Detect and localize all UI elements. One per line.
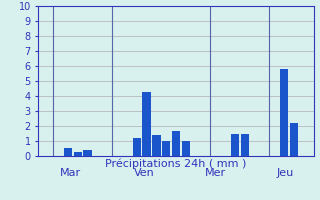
- Bar: [74, 152, 82, 156]
- Bar: [132, 138, 141, 156]
- Bar: [231, 134, 239, 156]
- Bar: [280, 69, 288, 156]
- Text: Mer: Mer: [205, 168, 227, 178]
- Bar: [162, 141, 170, 156]
- X-axis label: Précipitations 24h ( mm ): Précipitations 24h ( mm ): [105, 159, 247, 169]
- Text: Mar: Mar: [60, 168, 81, 178]
- Bar: [84, 150, 92, 156]
- Text: Jeu: Jeu: [276, 168, 293, 178]
- Bar: [241, 134, 249, 156]
- Bar: [290, 123, 298, 156]
- Bar: [152, 135, 161, 156]
- Bar: [182, 141, 190, 156]
- Bar: [64, 148, 72, 156]
- Text: Ven: Ven: [134, 168, 155, 178]
- Bar: [142, 92, 151, 156]
- Bar: [172, 130, 180, 156]
